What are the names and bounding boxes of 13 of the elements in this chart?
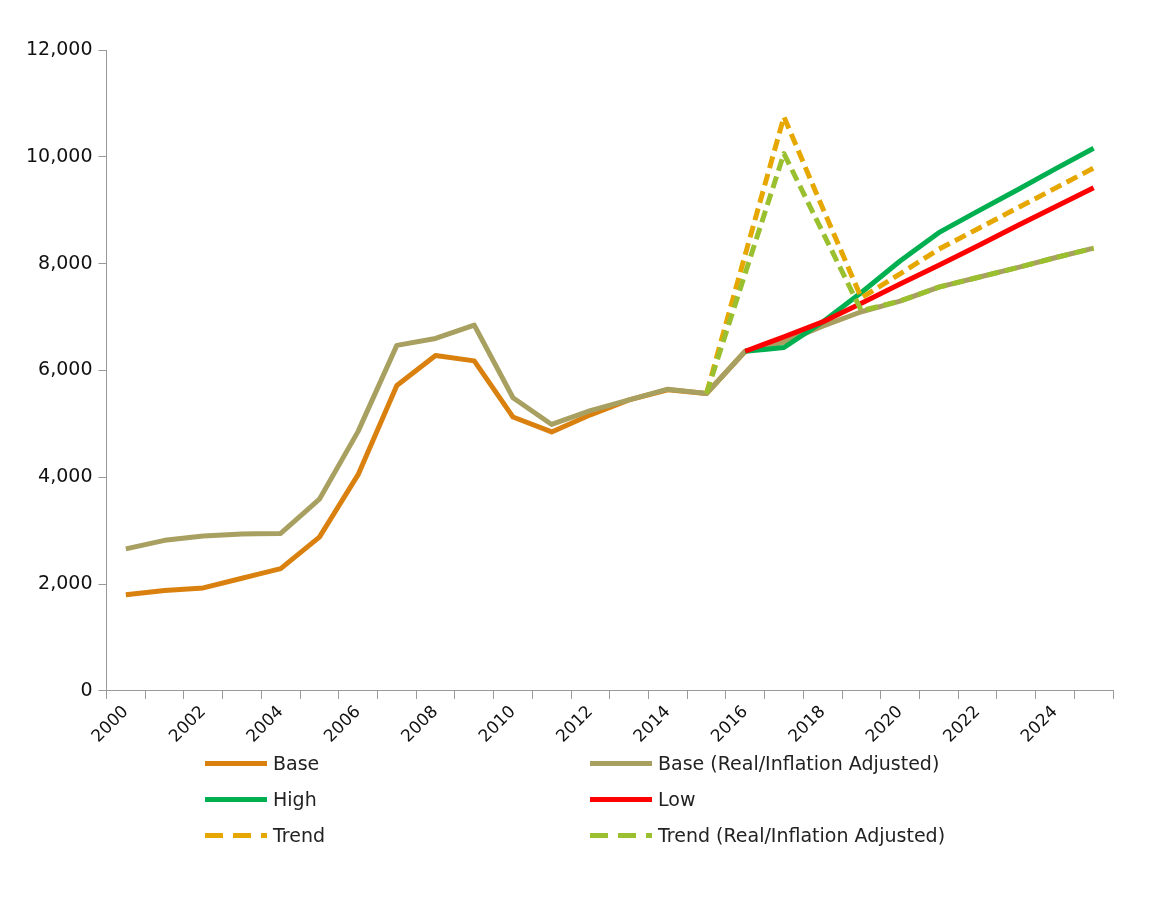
legend-label: Base: [273, 752, 320, 774]
legend-label: Low: [658, 788, 696, 810]
y-tick-label: 6,000: [38, 357, 93, 380]
legend-label: High: [273, 788, 317, 810]
legend-label: Trend (Real/Inflation Adjusted): [658, 824, 946, 846]
legend-label: Base (Real/Inflation Adjusted): [658, 752, 940, 774]
y-tick-label: 4,000: [38, 464, 93, 487]
y-tick-label: 8,000: [38, 250, 93, 273]
legend-label: Trend: [273, 824, 325, 846]
y-tick-label: 10,000: [26, 143, 93, 166]
y-tick-label: 12,000: [26, 36, 93, 59]
y-tick-label: 0: [80, 677, 93, 700]
y-tick-label: 2,000: [38, 571, 93, 594]
